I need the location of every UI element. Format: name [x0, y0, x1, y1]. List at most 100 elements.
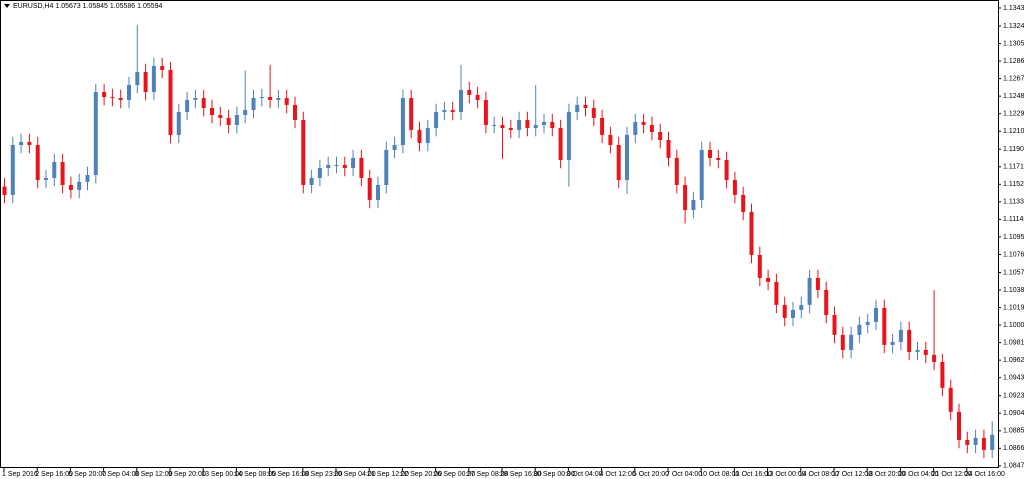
x-tick-label: 7 Sep 04:00 — [102, 471, 140, 478]
candle-body — [201, 98, 206, 108]
candle-body — [815, 277, 820, 290]
candle-body — [259, 96, 264, 98]
candle-body — [367, 177, 372, 200]
candle-body — [807, 277, 812, 305]
x-tick-label: 14 Sep 08:00 — [234, 471, 276, 478]
candle-body — [691, 199, 696, 210]
x-tick-label: 8 Sep 12:00 — [135, 471, 173, 478]
candle-body — [60, 161, 65, 185]
candle-body — [973, 437, 978, 445]
candle-body — [957, 411, 961, 440]
candle-body — [649, 124, 654, 132]
candle-body — [625, 134, 629, 180]
candle-body — [641, 122, 646, 125]
candle-body — [68, 184, 73, 190]
x-tick-label: 27 Sep 08:00 — [467, 471, 509, 478]
x-tick-label: 18 Sep 23:00 — [301, 471, 343, 478]
x-tick-label: 20 Sep 04:00 — [334, 471, 376, 478]
candle-body — [85, 174, 90, 182]
candle-body — [525, 119, 530, 128]
x-tick-label: 9 Sep 20:00 — [168, 471, 206, 478]
candle-body — [276, 98, 281, 100]
x-tick-label: 18 Oct 20:00 — [865, 471, 905, 478]
x-tick-label: 2 Sep 16:00 — [35, 471, 73, 478]
candle-body — [923, 349, 928, 355]
candle-body — [342, 164, 347, 168]
y-tick-label: 1.09045 — [1003, 410, 1024, 417]
x-tick-label: 20 Oct 04:00 — [898, 471, 938, 478]
candle-body — [591, 107, 596, 118]
candle-body — [915, 349, 920, 352]
candle-body — [326, 164, 331, 168]
candle-body — [168, 69, 173, 135]
x-tick-label: 30 Sep 00:00 — [533, 471, 575, 478]
y-tick-label: 1.10570 — [1003, 269, 1024, 276]
candle-body — [666, 140, 671, 158]
candle-body — [52, 161, 57, 178]
candle-body — [160, 65, 165, 70]
candle-body — [749, 211, 754, 255]
candle-body — [2, 186, 7, 195]
candle-body — [633, 122, 638, 135]
y-tick-label: 1.13240 — [1003, 23, 1024, 30]
candle-body — [483, 99, 488, 125]
candle-body — [351, 157, 356, 168]
candle-body — [317, 167, 322, 178]
candle-body — [533, 124, 538, 128]
candle-body — [732, 179, 737, 195]
candle-body — [981, 437, 986, 450]
candle-body — [19, 141, 24, 145]
candle-body — [102, 92, 107, 97]
y-tick-label: 1.12480 — [1003, 93, 1024, 100]
candle-body — [840, 334, 845, 350]
candle-body — [309, 177, 314, 185]
candle-body — [425, 128, 430, 143]
candle-body — [757, 254, 762, 278]
candle-body — [384, 149, 389, 185]
candle-body — [359, 157, 364, 178]
y-tick-label: 1.10955 — [1003, 234, 1024, 241]
candle-body — [10, 144, 15, 195]
candle-body — [442, 110, 447, 112]
candle-body — [907, 329, 912, 352]
candle-body — [334, 164, 339, 166]
x-tick-label: 5 Oct 20:00 — [633, 471, 669, 478]
y-tick-label: 1.13050 — [1003, 40, 1024, 47]
x-tick-label: 7 Oct 04:00 — [666, 471, 702, 478]
x-tick-label: 28 Sep 16:00 — [500, 471, 542, 478]
x-tick-label: 14 Oct 08:00 — [799, 471, 839, 478]
candle-body — [865, 321, 870, 325]
candle-body — [284, 98, 289, 105]
candle-body — [35, 144, 40, 180]
y-tick-label: 1.10000 — [1003, 322, 1024, 329]
y-tick-label: 1.08665 — [1003, 445, 1024, 452]
candle-body — [716, 157, 721, 160]
candle-body — [475, 94, 480, 100]
y-tick-label: 1.12670 — [1003, 75, 1024, 82]
candle-body — [185, 99, 190, 112]
candle-body — [376, 184, 380, 200]
candle-body — [500, 124, 505, 128]
y-tick-label: 1.13435 — [1003, 5, 1024, 12]
candle-body — [210, 107, 214, 115]
candle-body — [492, 124, 497, 126]
candle-body — [799, 304, 804, 310]
candle-body — [940, 361, 945, 388]
candle-body — [824, 289, 829, 315]
candle-body — [450, 110, 455, 112]
candle-body — [708, 149, 712, 158]
candle-body — [874, 307, 878, 322]
candle-body — [774, 281, 779, 305]
candle-body — [683, 184, 688, 210]
candle-body — [990, 434, 995, 450]
candle-body — [791, 309, 795, 318]
plot-frame — [0, 0, 999, 468]
chart-title: EURUSD,H4 1.05673 1.05845 1.05586 1.0559… — [13, 3, 163, 10]
x-tick-label: 3 Oct 04:00 — [566, 471, 602, 478]
candle-body — [724, 159, 729, 180]
candle-body — [583, 104, 588, 108]
y-tick-label: 1.10765 — [1003, 251, 1024, 258]
x-tick-label: 21 Sep 12:00 — [367, 471, 409, 478]
candle-body — [658, 131, 663, 140]
